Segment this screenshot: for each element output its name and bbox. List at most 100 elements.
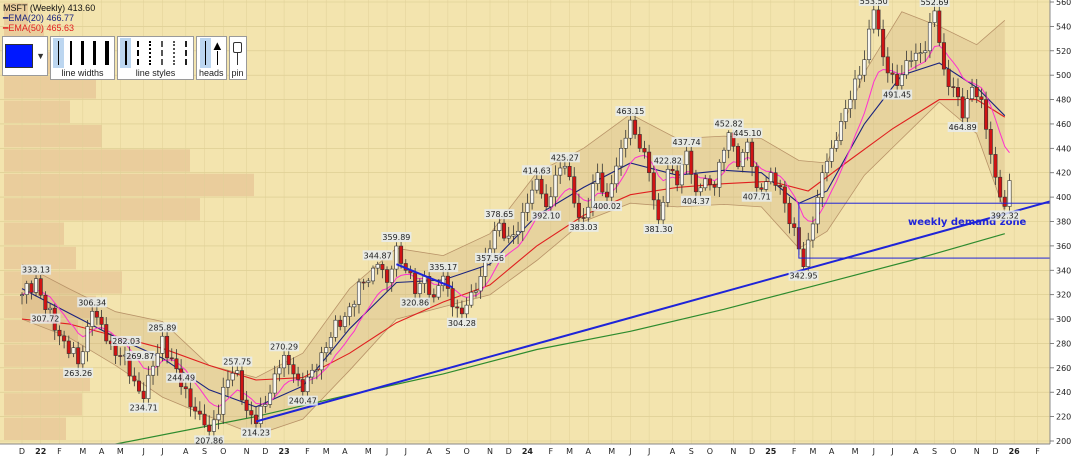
price-label-bg <box>741 191 772 202</box>
candle-body <box>62 335 67 342</box>
y-tick-label: 520 <box>1056 47 1071 56</box>
y-tick-label: 380 <box>1056 218 1071 227</box>
x-tick-label: M <box>852 447 859 456</box>
x-tick-label: M <box>117 447 124 456</box>
ema20-line <box>21 62 1006 408</box>
color-picker[interactable]: ▼ <box>2 36 48 76</box>
x-tick-label: F <box>305 447 310 456</box>
candle-body <box>815 197 820 225</box>
price-label-bg <box>549 152 580 163</box>
candle-body <box>595 172 600 184</box>
price-label-bg <box>128 402 159 413</box>
candle-body <box>684 150 689 166</box>
price-label-bg <box>615 106 646 117</box>
candle-body <box>586 206 591 219</box>
x-tick-label: J <box>890 447 893 456</box>
arrow-head-icon[interactable]: ▲ <box>211 38 224 68</box>
x-tick-label: 23 <box>279 447 290 456</box>
price-label-bg <box>732 128 763 139</box>
candle-body <box>927 22 932 52</box>
candle-body <box>923 50 928 54</box>
color-dropdown-icon[interactable]: ▼ <box>36 51 45 61</box>
volume-profile-bar <box>4 76 96 99</box>
line-style-dashdot-option[interactable] <box>156 38 167 68</box>
pin-icon[interactable] <box>232 38 243 68</box>
x-tick-label: N <box>974 447 980 456</box>
candle-body <box>974 87 979 98</box>
price-label-bg <box>446 317 477 328</box>
candle-body <box>890 72 895 75</box>
line-style-sparse-option[interactable] <box>168 38 179 68</box>
trendline-rising-support <box>255 196 1066 423</box>
volume-profile-bar <box>4 124 102 148</box>
candle-body <box>80 351 85 365</box>
candle-body <box>553 174 558 198</box>
candle-body <box>904 60 909 76</box>
candle-body <box>473 290 478 293</box>
candle-body <box>497 222 502 231</box>
candle-body <box>651 172 656 201</box>
color-swatch[interactable] <box>5 44 34 68</box>
x-tick-label: J <box>628 447 631 456</box>
x-tick-label: M <box>365 447 372 456</box>
candle-body <box>197 410 202 415</box>
line-width-1-option[interactable] <box>53 38 64 68</box>
candle-body <box>286 354 291 365</box>
price-label: 257.75 <box>223 358 251 367</box>
candle-body <box>838 121 843 141</box>
line-style-solid-option[interactable] <box>120 38 131 68</box>
trendlines[interactable] <box>255 196 1066 423</box>
y-tick-label: 540 <box>1056 22 1071 31</box>
candle-body <box>34 278 39 293</box>
candle-body <box>319 352 324 371</box>
x-tick-label: M <box>608 447 615 456</box>
candle-body <box>656 199 661 221</box>
y-tick-label: 320 <box>1056 291 1071 300</box>
candle-body <box>853 78 858 100</box>
candle-body <box>820 172 825 198</box>
price-label: 207.86 <box>195 436 223 445</box>
line-width-2-option[interactable] <box>65 38 76 68</box>
candle-body <box>707 178 712 185</box>
line-width-5-option[interactable] <box>101 38 112 68</box>
candle-body <box>305 376 310 392</box>
candle-body <box>211 419 216 432</box>
price-label-bg <box>77 297 108 308</box>
candle-body <box>647 151 652 174</box>
price-label-bg <box>241 427 271 438</box>
price-label: 240.47 <box>289 397 317 406</box>
line-width-3-option[interactable] <box>77 38 88 68</box>
volume-profile-bar <box>4 100 70 123</box>
candle-body <box>721 149 726 163</box>
head-none-option[interactable] <box>199 38 211 68</box>
price-label-bg <box>919 0 950 7</box>
candle-body <box>141 390 146 399</box>
line-style-dashed-option[interactable] <box>132 38 143 68</box>
candle-body <box>623 137 628 149</box>
price-label: 491.45 <box>883 91 911 100</box>
line-style-longdash-option[interactable] <box>180 38 191 68</box>
price-label: 234.71 <box>130 404 158 413</box>
candle-body <box>558 167 563 176</box>
candle-body <box>679 164 684 186</box>
candle-body <box>768 172 773 183</box>
candle-body <box>937 10 942 43</box>
y-tick-label: 440 <box>1056 144 1071 153</box>
candle-body <box>155 353 160 367</box>
price-label: 333.13 <box>22 266 50 275</box>
price-label-bg <box>484 209 515 220</box>
price-label-bg <box>592 201 622 212</box>
x-tick-label: S <box>445 447 450 456</box>
candle-body <box>520 212 525 232</box>
line-style-dotted-option[interactable] <box>144 38 155 68</box>
price-label-bg <box>882 89 913 100</box>
candle-body <box>511 234 516 237</box>
x-tick-label: 22 <box>35 447 46 456</box>
x-tick-label: D <box>506 447 512 456</box>
line-width-4-option[interactable] <box>89 38 100 68</box>
candle-body <box>193 406 198 412</box>
candle-body <box>787 202 792 225</box>
price-label-bg <box>166 372 197 383</box>
